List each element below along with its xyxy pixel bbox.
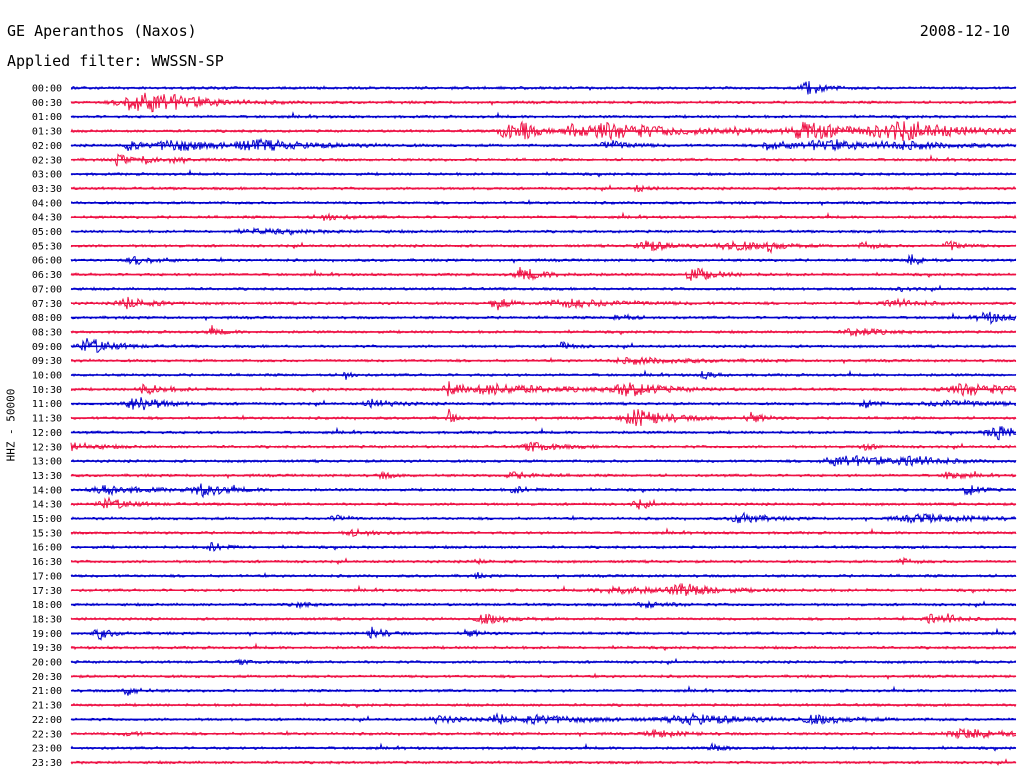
- trace-time-label: 18:00: [32, 600, 62, 611]
- record-date: 2008-12-10: [919, 22, 1010, 40]
- trace-time-label: 06:00: [32, 256, 62, 267]
- seismic-trace-0830: [70, 325, 1017, 337]
- trace-time-label: 01:00: [32, 112, 62, 123]
- trace-time-label: 15:30: [32, 528, 62, 539]
- trace-time-label: 19:30: [32, 643, 62, 654]
- trace-time-label: 23:30: [32, 758, 62, 769]
- trace-time-label: 22:00: [32, 715, 62, 726]
- trace-time-label: 03:30: [32, 184, 62, 195]
- trace-time-label: 14:00: [32, 485, 62, 496]
- filter-label: Applied filter: WWSSN-SP: [7, 52, 224, 70]
- trace-time-label: 12:30: [32, 442, 62, 453]
- trace-time-label: 20:30: [32, 672, 62, 683]
- trace-time-label: 01:30: [32, 127, 62, 138]
- trace-time-label: 11:00: [32, 399, 62, 410]
- trace-time-label: 05:00: [32, 227, 62, 238]
- trace-time-label: 23:00: [32, 744, 62, 755]
- trace-time-label: 02:00: [32, 141, 62, 152]
- trace-time-label: 00:00: [32, 84, 62, 95]
- trace-time-label: 09:00: [32, 342, 62, 353]
- trace-time-label: 12:00: [32, 428, 62, 439]
- trace-time-label: 07:30: [32, 299, 62, 310]
- trace-time-label: 09:30: [32, 356, 62, 367]
- trace-time-label: 03:00: [32, 170, 62, 181]
- trace-time-label: 21:30: [32, 701, 62, 712]
- trace-time-label: 04:00: [32, 198, 62, 209]
- trace-time-label: 02:30: [32, 155, 62, 166]
- trace-time-label: 10:30: [32, 385, 62, 396]
- trace-time-label: 04:30: [32, 213, 62, 224]
- trace-time-label: 16:00: [32, 543, 62, 554]
- trace-time-label: 22:30: [32, 729, 62, 740]
- trace-time-label: 20:00: [32, 658, 62, 669]
- seismic-trace-0900: [70, 338, 1017, 353]
- station-title: GE Aperanthos (Naxos): [7, 22, 197, 40]
- trace-time-label: 08:00: [32, 313, 62, 324]
- trace-time-label: 17:00: [32, 571, 62, 582]
- trace-time-label: 13:30: [32, 471, 62, 482]
- trace-time-label: 07:00: [32, 284, 62, 295]
- trace-time-label: 06:30: [32, 270, 62, 281]
- trace-time-label: 17:30: [32, 586, 62, 597]
- trace-time-label: 19:00: [32, 629, 62, 640]
- trace-time-label: 11:30: [32, 414, 62, 425]
- trace-time-label: 00:30: [32, 98, 62, 109]
- trace-time-label: 18:30: [32, 614, 62, 625]
- trace-time-label: 08:30: [32, 327, 62, 338]
- trace-time-label: 21:00: [32, 686, 62, 697]
- trace-time-label: 15:00: [32, 514, 62, 525]
- trace-time-label: 10:00: [32, 371, 62, 382]
- trace-time-label: 14:30: [32, 500, 62, 511]
- trace-time-label: 13:00: [32, 457, 62, 468]
- trace-time-label: 16:30: [32, 557, 62, 568]
- trace-time-label: 05:30: [32, 241, 62, 252]
